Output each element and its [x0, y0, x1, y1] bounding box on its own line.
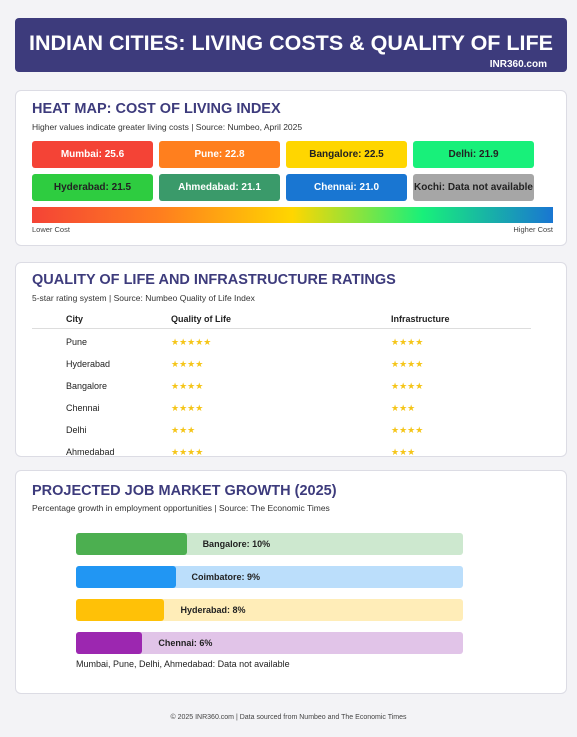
column-header: City — [66, 314, 84, 324]
jobs-note: Mumbai, Pune, Delhi, Ahmedabad: Data not… — [76, 659, 290, 669]
star-rating: ★★★★★ — [171, 337, 212, 347]
bar-track — [76, 632, 463, 654]
bar — [76, 533, 187, 555]
jobs-title: PROJECTED JOB MARKET GROWTH (2025) — [32, 483, 337, 499]
city-name: Pune — [66, 337, 88, 347]
low-label: Lower Cost — [32, 225, 70, 234]
bar-track — [76, 599, 463, 621]
bar-label: Chennai: 6% — [158, 638, 213, 648]
city-name: Ahmedabad — [66, 447, 115, 457]
bar-label: Hyderabad: 8% — [180, 605, 246, 615]
jobs-card: PROJECTED JOB MARKET GROWTH (2025) Perce… — [15, 470, 567, 694]
star-rating: ★★★★ — [391, 337, 424, 347]
heatmap-title: HEAT MAP: COST OF LIVING INDEX — [32, 101, 281, 117]
city-name: Hyderabad — [66, 359, 111, 369]
quality-subtitle: 5-star rating system | Source: Numbeo Qu… — [32, 293, 255, 303]
star-rating: ★★★★ — [391, 381, 424, 391]
city-name: Chennai — [66, 403, 100, 413]
footer: © 2025 INR360.com | Data sourced from Nu… — [170, 714, 407, 721]
heat-cell: Ahmedabad: 21.1 — [159, 174, 280, 201]
star-rating: ★★★★ — [171, 359, 204, 369]
city-name: Bangalore — [66, 381, 108, 391]
quality-card: QUALITY OF LIFE AND INFRASTRUCTURE RATIN… — [15, 262, 567, 457]
star-rating: ★★★ — [391, 403, 416, 413]
star-rating: ★★★ — [171, 425, 196, 435]
quality-title: QUALITY OF LIFE AND INFRASTRUCTURE RATIN… — [32, 272, 396, 288]
gradient-legend — [32, 207, 553, 223]
star-rating: ★★★★ — [171, 447, 204, 457]
site: INR360.com — [489, 59, 547, 70]
heatmap-card: HEAT MAP: COST OF LIVING INDEX Higher va… — [15, 90, 567, 246]
star-rating: ★★★ — [391, 447, 416, 457]
heat-cell: Bangalore: 22.5 — [286, 141, 407, 168]
bar — [76, 599, 165, 621]
heat-cell: Mumbai: 25.6 — [32, 141, 153, 168]
heatmap-subtitle: Higher values indicate greater living co… — [32, 122, 303, 132]
bar — [76, 566, 176, 588]
header-rule — [32, 328, 531, 329]
heat-cell: Hyderabad: 21.5 — [32, 174, 153, 201]
bar-label: Bangalore: 10% — [202, 539, 271, 549]
star-rating: ★★★★ — [391, 359, 424, 369]
header-title: INDIAN CITIES: LIVING COSTS & QUALITY OF… — [29, 31, 553, 55]
star-rating: ★★★★ — [171, 403, 204, 413]
heat-cell: Chennai: 21.0 — [286, 174, 407, 201]
city-name: Delhi — [66, 425, 87, 435]
heat-cell: Delhi: 21.9 — [413, 141, 534, 168]
star-rating: ★★★★ — [171, 381, 204, 391]
column-header: Quality of Life — [171, 314, 232, 324]
jobs-subtitle: Percentage growth in employment opportun… — [32, 503, 330, 513]
heat-cell: Pune: 22.8 — [159, 141, 280, 168]
bar — [76, 632, 143, 654]
high-label: Higher Cost — [513, 225, 553, 234]
heat-cell: Kochi: Data not available — [413, 174, 534, 201]
bar-label: Coimbatore: 9% — [191, 572, 261, 582]
header: INDIAN CITIES: LIVING COSTS & QUALITY OF… — [15, 18, 567, 72]
column-header: Infrastructure — [391, 314, 450, 324]
star-rating: ★★★★ — [391, 425, 424, 435]
